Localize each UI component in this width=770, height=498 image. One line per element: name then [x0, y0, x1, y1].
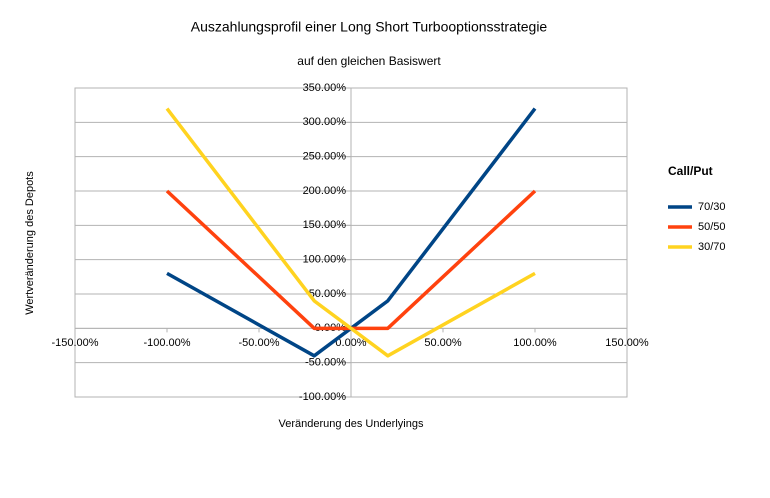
- legend-label: 30/70: [698, 241, 726, 253]
- legend-title: Call/Put: [668, 164, 713, 178]
- chart-title: Auszahlungsprofil einer Long Short Turbo…: [191, 19, 548, 35]
- series-line: [165, 107, 536, 358]
- x-tick-label: 150.00%: [605, 337, 649, 349]
- x-tick-label: 100.00%: [513, 337, 557, 349]
- y-tick-label: 50.00%: [309, 288, 347, 300]
- y-tick-label: 350.00%: [303, 82, 347, 94]
- y-tick-label: 150.00%: [303, 219, 347, 231]
- y-tick-label: -100.00%: [299, 391, 346, 403]
- legend-label: 70/30: [698, 201, 726, 213]
- x-tick-label: -100.00%: [143, 337, 190, 349]
- x-tick-label: -50.00%: [239, 337, 280, 349]
- x-axis-label: Veränderung des Underlyings: [279, 418, 424, 430]
- chart-subtitle: auf den gleichen Basiswert: [297, 54, 441, 68]
- y-tick-label: 100.00%: [303, 254, 347, 266]
- legend-label: 50/50: [698, 221, 726, 233]
- y-tick-label: 200.00%: [303, 185, 347, 197]
- y-tick-label: 250.00%: [303, 151, 347, 163]
- x-tick-label: 50.00%: [424, 337, 462, 349]
- x-tick-label: -150.00%: [51, 337, 98, 349]
- y-tick-label: 300.00%: [303, 116, 347, 128]
- y-axis-label: Wertveränderung des Depots: [24, 171, 36, 315]
- y-tick-label: -50.00%: [305, 357, 346, 369]
